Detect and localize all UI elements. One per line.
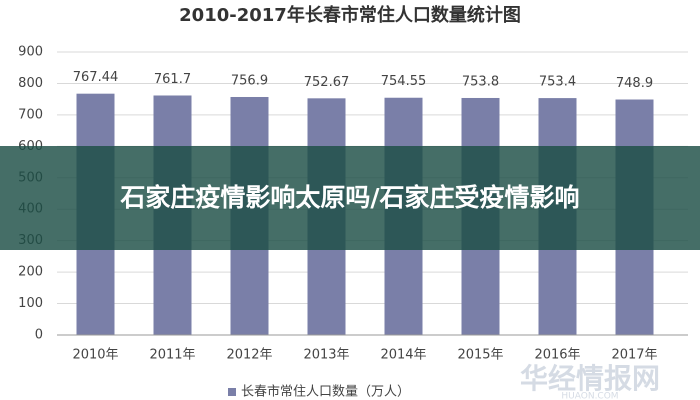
overlay-banner: 石家庄疫情影响太原吗/石家庄受疫情影响 <box>0 146 700 250</box>
y-tick-label: 100 <box>18 296 43 311</box>
x-tick-label: 2015年 <box>457 348 503 363</box>
data-label: 756.9 <box>231 73 268 88</box>
overlay-text: 石家庄疫情影响太原吗/石家庄受疫情影响 <box>120 183 580 212</box>
x-tick-label: 2014年 <box>380 348 426 363</box>
legend-swatch <box>228 388 236 396</box>
data-label: 748.9 <box>616 76 653 91</box>
y-tick-label: 0 <box>35 328 43 343</box>
x-tick-label: 2013年 <box>303 348 349 363</box>
y-tick-label: 700 <box>18 107 43 122</box>
chart-title: 2010-2017年长春市常住人口数量统计图 <box>179 4 521 26</box>
x-tick-label: 2011年 <box>149 348 195 363</box>
y-tick-label: 900 <box>18 45 43 60</box>
y-tick-label: 800 <box>18 76 43 91</box>
data-label: 753.4 <box>539 75 576 90</box>
data-label: 767.44 <box>73 70 119 85</box>
x-tick-label: 2012年 <box>226 348 272 363</box>
y-tick-label: 200 <box>18 265 43 280</box>
x-tick-label: 2017年 <box>611 348 657 363</box>
data-label: 754.55 <box>381 74 427 89</box>
data-label: 761.7 <box>154 72 191 87</box>
watermark-url: HUAON.COM <box>561 392 618 400</box>
legend-label: 长春市常住人口数量（万人） <box>241 384 410 400</box>
data-label: 752.67 <box>304 75 350 90</box>
x-tick-label: 2016年 <box>534 348 580 363</box>
watermark-text: 华经情报网 <box>520 362 660 395</box>
data-label: 753.8 <box>462 74 499 89</box>
x-tick-label: 2010年 <box>72 348 118 363</box>
